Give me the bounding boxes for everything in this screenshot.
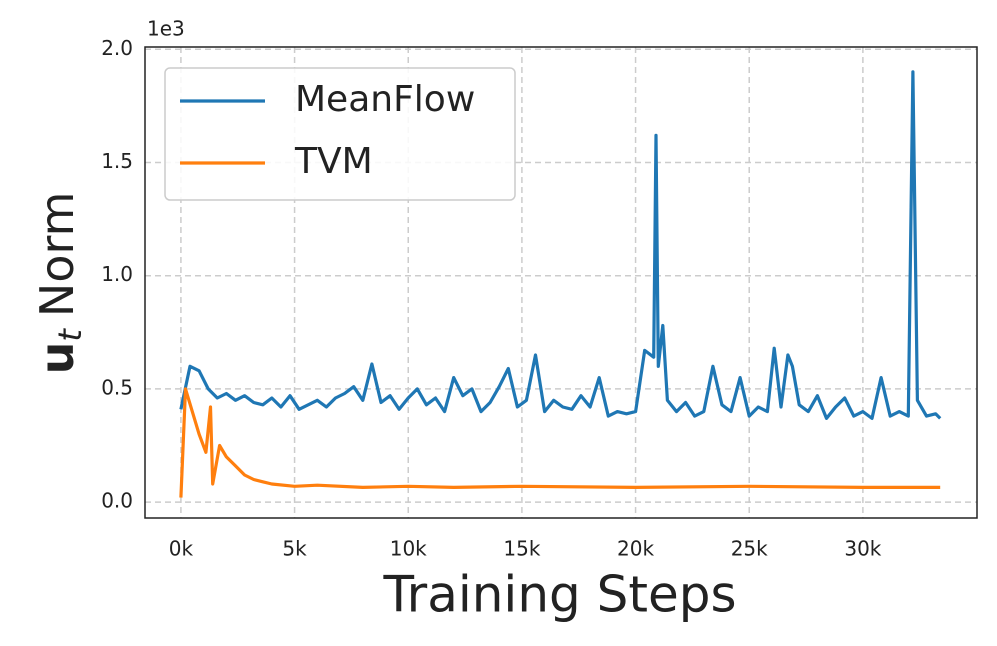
x-tick-label: 10k (390, 537, 427, 561)
y-tick-label: 1.0 (101, 262, 133, 286)
y-tick-label: 2.0 (101, 36, 133, 60)
y-tick-label: 1.5 (101, 149, 133, 173)
y-axis-label: ut Norm (30, 192, 90, 375)
y-offset-label: 1e3 (147, 17, 185, 41)
legend-label: TVM (294, 141, 373, 182)
data-line (179, 70, 942, 420)
legend: MeanFlow TVM (164, 67, 516, 201)
plot-frame (144, 46, 978, 519)
legend-label: MeanFlow (295, 79, 475, 120)
x-tick-label: 5k (282, 537, 307, 561)
data-line (179, 387, 941, 498)
x-tick-label: 25k (731, 537, 768, 561)
x-tick-label: 0k (169, 537, 194, 561)
y-label-sub: t (51, 328, 89, 342)
y-label-rest: Norm (30, 192, 84, 317)
y-tick-label: 0.5 (101, 375, 133, 399)
x-tick-label: 20k (617, 537, 654, 561)
y-tick-label: 0.0 (101, 489, 133, 513)
x-tick-label: 15k (503, 537, 540, 561)
x-tick-label: 30k (844, 537, 881, 561)
y-label-main: u (30, 342, 84, 375)
x-axis-label: Training Steps (382, 566, 736, 624)
